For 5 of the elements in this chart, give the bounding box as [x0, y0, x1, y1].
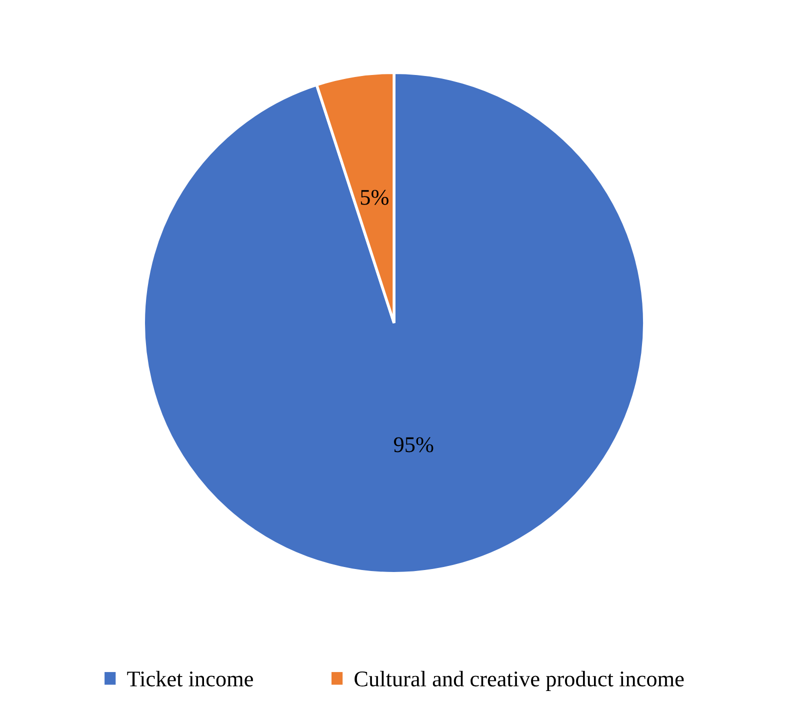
legend-label: Ticket income [127, 670, 253, 686]
data-label: 5% [360, 190, 388, 205]
data-label: 95% [394, 437, 434, 452]
pie-slice [142, 71, 646, 575]
legend-label: Cultural and creative product income [354, 670, 684, 691]
